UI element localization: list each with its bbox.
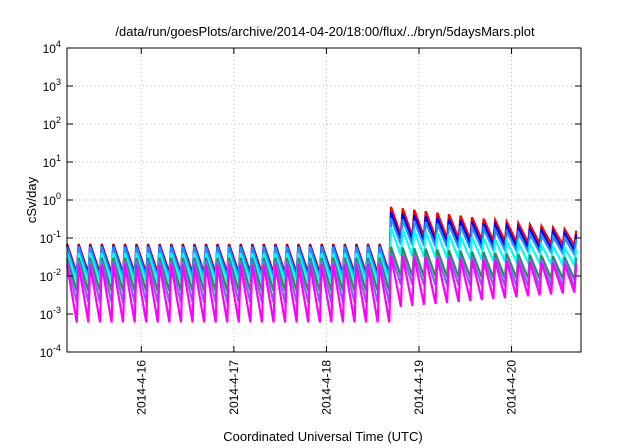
y-tick-label: 100 [43, 191, 61, 208]
x-axis-label: Coordinated Universal Time (UTC) [223, 429, 422, 444]
y-tick-label: 103 [43, 77, 61, 94]
x-tick-label: 2014-4-17 [227, 360, 241, 415]
series-group [65, 206, 578, 323]
x-axis: 2014-4-16 2014-4-17 2014-4-18 2014-4-19 2014… [134, 48, 519, 415]
y-tick-label: 10-4 [40, 343, 61, 360]
y-tick-label: 102 [43, 115, 61, 132]
y-axis-label: cSv/day [24, 176, 39, 223]
y-tick-label: 10-3 [40, 305, 61, 322]
y-tick-label: 10-1 [40, 229, 61, 246]
series-line-7 [65, 255, 578, 323]
y-tick-label: 101 [43, 153, 61, 170]
x-tick-label: 2014-4-19 [412, 360, 426, 415]
chart-title: /data/run/goesPlots/archive/2014-04-20/1… [115, 24, 535, 39]
x-tick-label: 2014-4-16 [134, 360, 148, 415]
y-axis: 10-4 10-3 10-2 10-1 100 101 102 103 104 [40, 39, 581, 360]
y-tick-label: 104 [43, 39, 61, 56]
x-tick-label: 2014-4-20 [505, 360, 519, 415]
y-tick-label: 10-2 [40, 267, 61, 284]
series-line-4 [65, 226, 578, 283]
x-tick-label: 2014-4-18 [319, 360, 333, 415]
